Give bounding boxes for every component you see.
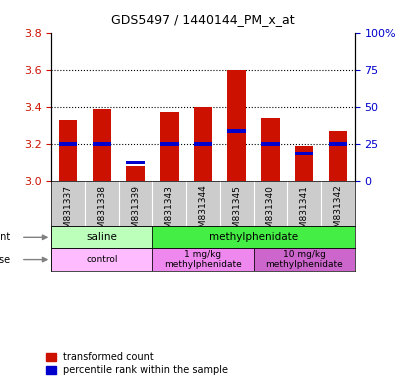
Text: GSM831339: GSM831339 [131,185,140,240]
Bar [227,70,245,181]
Bar [261,142,279,146]
Text: 1 mg/kg
methylphenidate: 1 mg/kg methylphenidate [164,250,241,269]
Bar [126,161,144,164]
Bar [92,109,111,181]
Text: saline: saline [86,232,117,242]
Bar [160,142,178,146]
Bar [92,142,111,146]
Bar [51,226,152,248]
Bar [193,107,212,181]
Text: GSM831345: GSM831345 [231,185,240,240]
Bar [193,142,212,146]
Bar [126,166,144,181]
Text: GSM831338: GSM831338 [97,185,106,240]
Legend: transformed count, percentile rank within the sample: transformed count, percentile rank withi… [46,353,228,375]
Bar [59,120,77,181]
Bar [294,152,312,155]
Bar [152,248,253,271]
Text: 10 mg/kg
methylphenidate: 10 mg/kg methylphenidate [265,250,342,269]
Text: control: control [86,255,117,264]
Bar [59,142,77,146]
Text: GSM831343: GSM831343 [164,185,173,240]
Text: dose: dose [0,255,10,265]
Text: GSM831341: GSM831341 [299,185,308,240]
Bar [227,129,245,132]
Bar [253,248,354,271]
Text: GSM831337: GSM831337 [63,185,72,240]
Text: GSM831344: GSM831344 [198,185,207,240]
Bar [261,118,279,181]
Bar [152,226,354,248]
Text: agent: agent [0,232,10,242]
Bar [328,142,346,146]
Bar [328,131,346,181]
Text: GSM831342: GSM831342 [333,185,342,240]
Bar [51,248,152,271]
Text: methylphenidate: methylphenidate [209,232,297,242]
Bar [160,113,178,181]
Text: GSM831340: GSM831340 [265,185,274,240]
Bar [294,146,312,181]
Text: GDS5497 / 1440144_PM_x_at: GDS5497 / 1440144_PM_x_at [111,13,294,26]
